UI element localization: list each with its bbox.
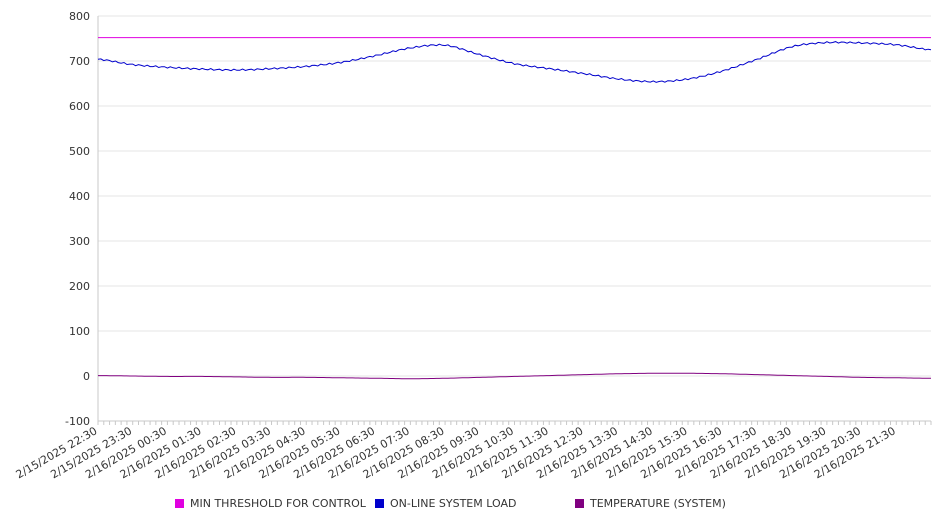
y-tick-label: 500 (69, 145, 90, 158)
legend-swatch-temperature (575, 499, 584, 508)
series-line-temperature (98, 372, 932, 380)
series-lines (97, 37, 932, 380)
legend-swatch-online-system-load (375, 499, 384, 508)
legend-item-min-threshold: MIN THRESHOLD FOR CONTROL (175, 497, 366, 510)
y-tick-label: 200 (69, 280, 90, 293)
legend-label-online-system-load: ON-LINE SYSTEM LOAD (390, 497, 517, 510)
legend: MIN THRESHOLD FOR CONTROL ON-LINE SYSTEM… (0, 497, 946, 517)
y-tick-label: 400 (69, 190, 90, 203)
legend-swatch-min-threshold (175, 499, 184, 508)
grid-lines (98, 15, 931, 422)
legend-label-min-threshold: MIN THRESHOLD FOR CONTROL (190, 497, 366, 510)
legend-item-temperature: TEMPERATURE (SYSTEM) (575, 497, 726, 510)
y-axis-labels: 800 700 600 500 400 300 200 100 0 -100 (65, 10, 90, 428)
y-tick-label: -100 (65, 415, 90, 428)
legend-label-temperature: TEMPERATURE (SYSTEM) (590, 497, 726, 510)
y-tick-label: 0 (83, 370, 90, 383)
x-axis-labels: 2/15/2025 22:302/15/2025 23:302/16/2025 … (14, 424, 898, 481)
axes (97, 16, 932, 425)
y-tick-label: 100 (69, 325, 90, 338)
y-tick-label: 800 (69, 10, 90, 23)
legend-item-online-system-load: ON-LINE SYSTEM LOAD (375, 497, 516, 510)
series-line-online-system-load (97, 41, 932, 83)
y-tick-label: 600 (69, 100, 90, 113)
y-tick-label: 700 (69, 55, 90, 68)
y-tick-label: 300 (69, 235, 90, 248)
